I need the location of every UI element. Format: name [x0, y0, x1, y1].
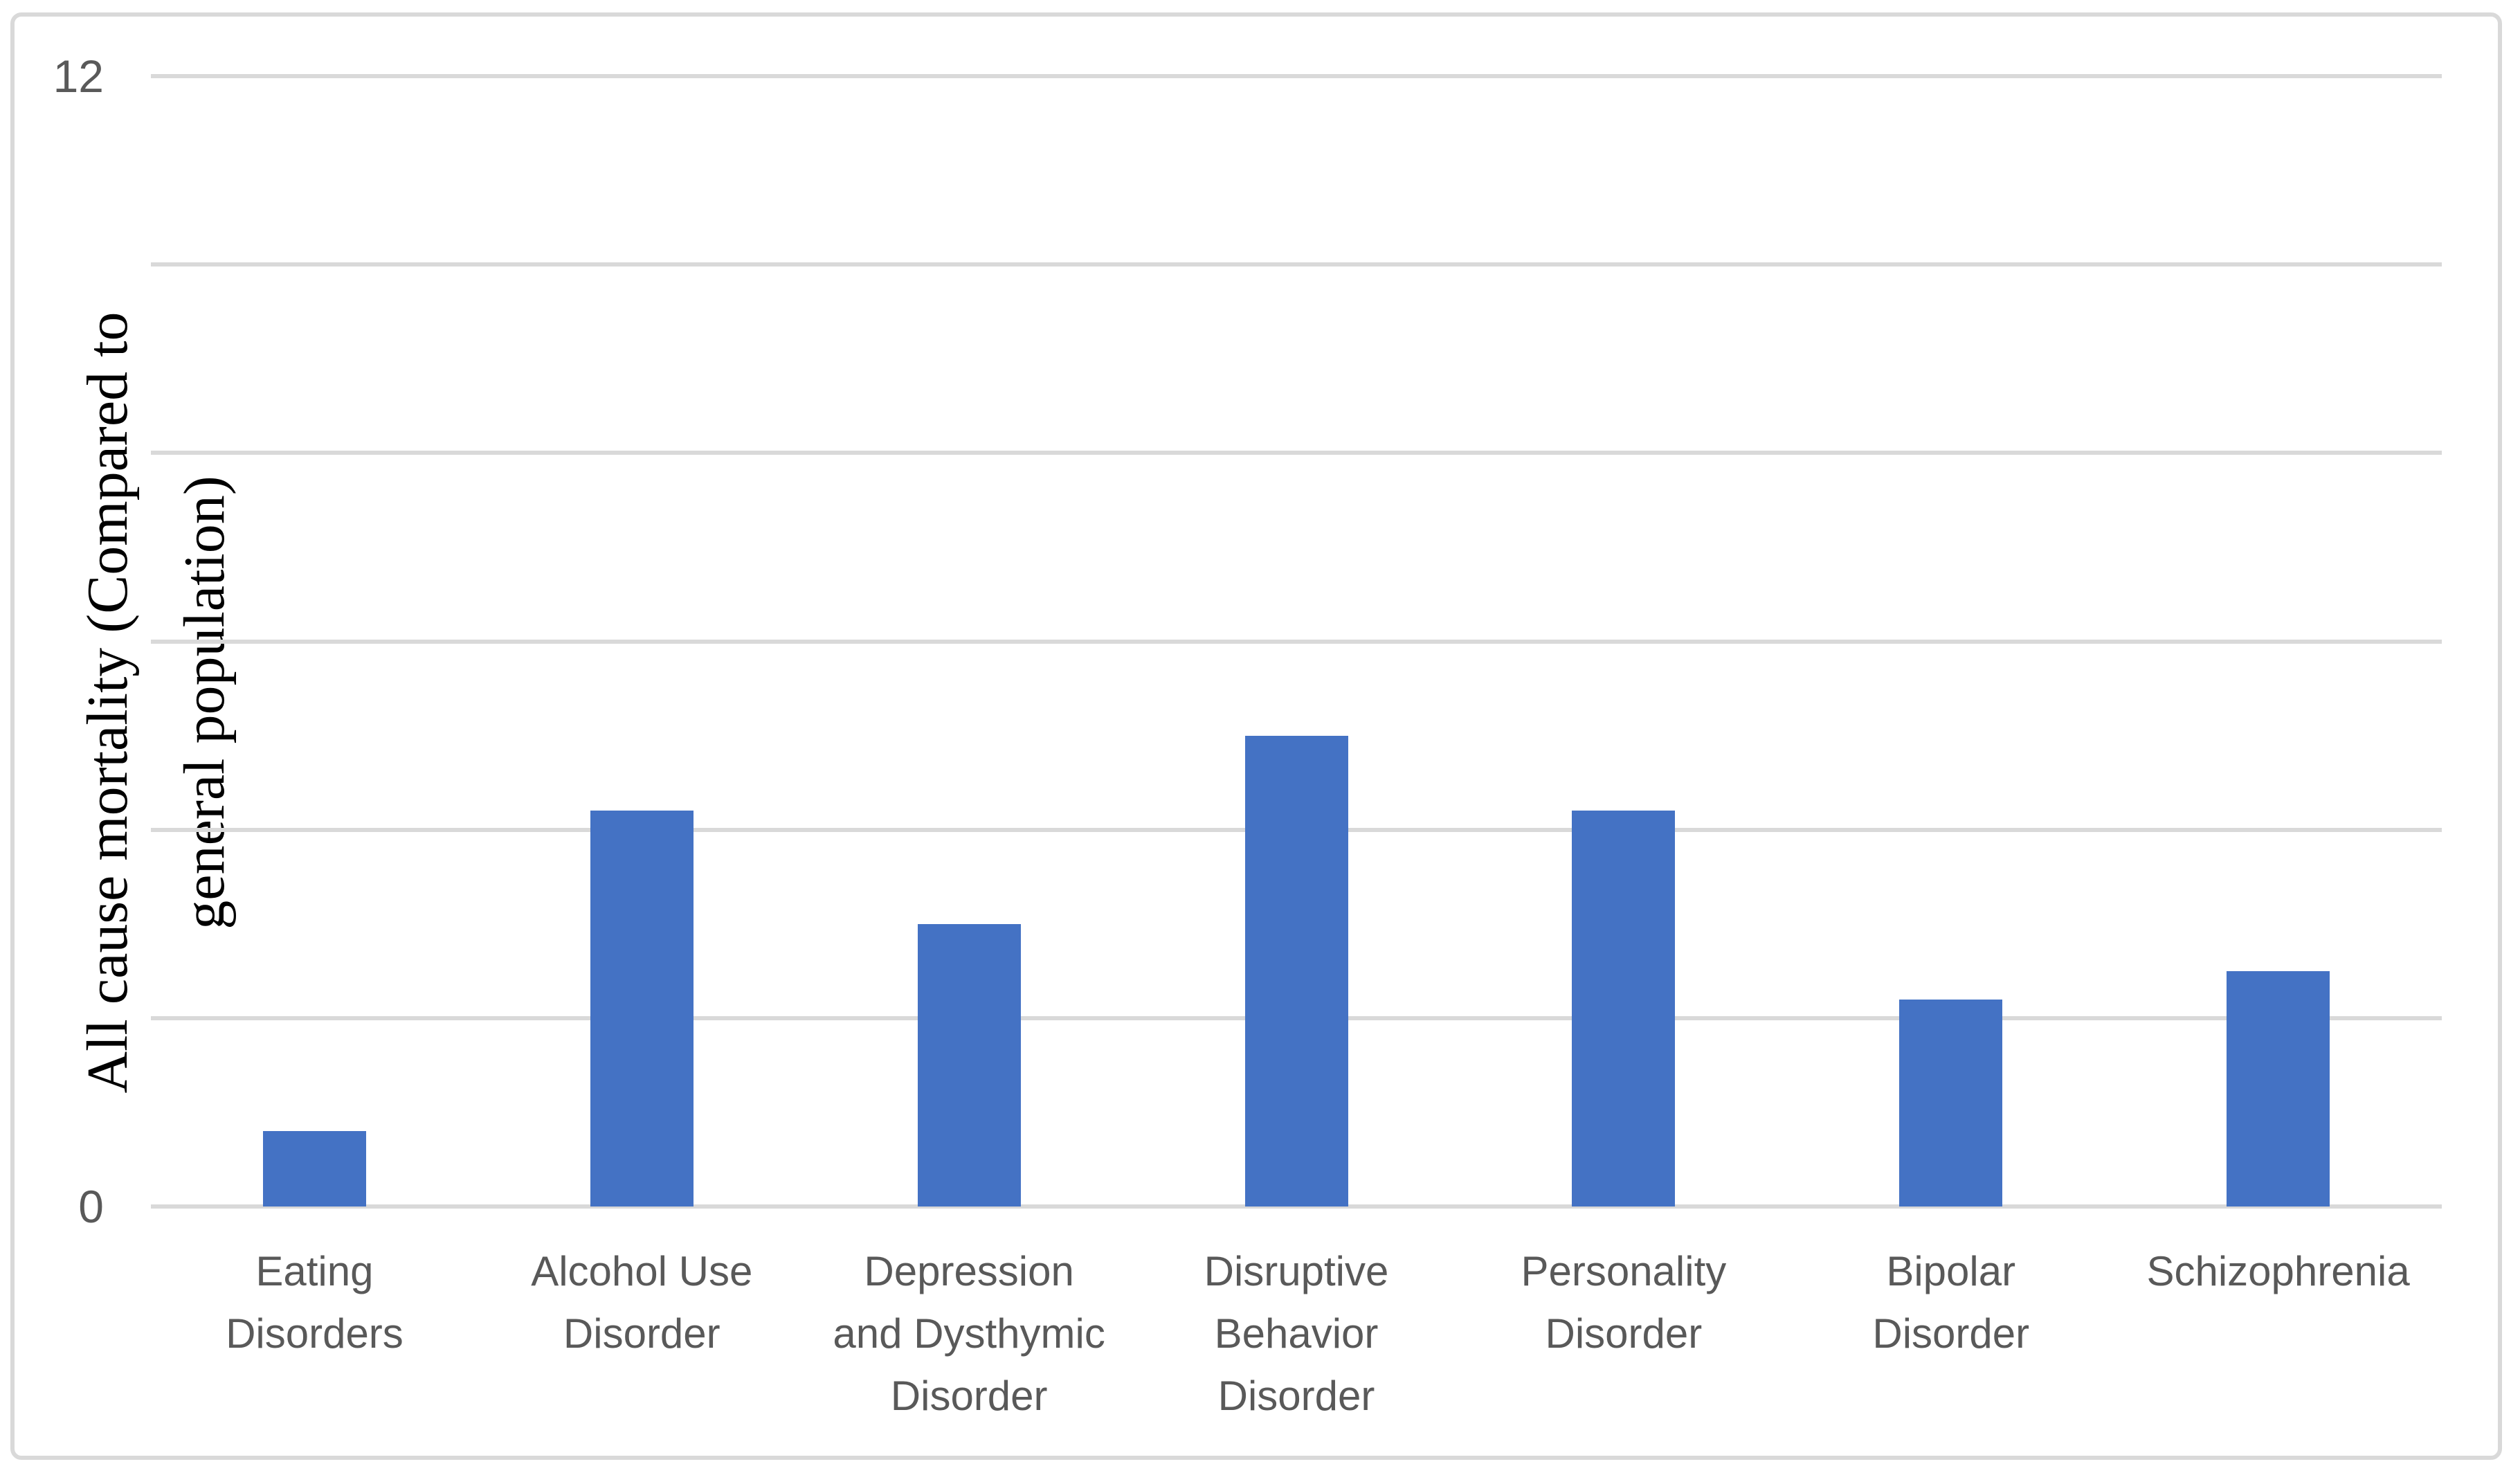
gridline [151, 1204, 2442, 1209]
category-label-line: Disorder [1217, 1373, 1375, 1419]
category-label-1: Eating Disorders [151, 1240, 478, 1427]
bar-slot [2114, 76, 2442, 1207]
bar-4 [1244, 735, 1348, 1207]
bar-slot [806, 76, 1133, 1207]
bar-6 [1899, 999, 2003, 1207]
bar-3 [917, 923, 1021, 1207]
gridline [151, 262, 2442, 267]
category-label-7: Schizophrenia [2114, 1240, 2442, 1427]
category-label-6: Bipolar Disorder [1787, 1240, 2114, 1427]
category-label-line: Disorder [890, 1373, 1048, 1419]
category-label-line: Disorder [1545, 1310, 1703, 1357]
gridline [151, 639, 2442, 644]
category-label-line: Disorders [226, 1310, 404, 1357]
y-axis-tick-labels: 12 0 [0, 53, 104, 1229]
bars [151, 76, 2442, 1207]
bar-slot [1133, 76, 1460, 1207]
gridline [151, 74, 2442, 78]
y-tick-label: 12 [53, 51, 104, 102]
category-label-line: and Dysthymic [833, 1310, 1105, 1357]
gridline [151, 451, 2442, 455]
category-label-line: Depression [864, 1248, 1074, 1294]
bar-slot [478, 76, 806, 1207]
bar-slot [1787, 76, 2114, 1207]
bar-1 [262, 1131, 366, 1207]
category-label-line: Disruptive [1204, 1248, 1389, 1294]
category-label-line: Behavior [1214, 1310, 1379, 1357]
category-label-line: Schizophrenia [2146, 1248, 2410, 1294]
category-label-line: Bipolar [1886, 1248, 2016, 1294]
category-label-4: Disruptive Behavior Disorder [1133, 1240, 1460, 1427]
bar-7 [2227, 970, 2330, 1207]
category-label-5: Personality Disorder [1460, 1240, 1787, 1427]
chart-border [10, 12, 2502, 1460]
bar-2 [590, 811, 694, 1207]
category-label-line: Alcohol Use [531, 1248, 753, 1294]
y-tick-label: 0 [78, 1181, 104, 1232]
category-label-line: Disorder [563, 1310, 720, 1357]
plot-area [151, 74, 2442, 1209]
bar-5 [1572, 811, 1676, 1207]
category-label-line: Personality [1521, 1248, 1727, 1294]
category-label-line: Disorder [1872, 1310, 2030, 1357]
x-axis-category-labels: Eating Disorders Alcohol Use Disorder Depres… [151, 1240, 2442, 1427]
bar-slot [151, 76, 478, 1207]
category-label-2: Alcohol Use Disorder [478, 1240, 806, 1427]
category-label-line: Eating [255, 1248, 374, 1294]
category-label-3: Depression and Dysthymic Disorder [806, 1240, 1133, 1427]
bar-slot [1460, 76, 1787, 1207]
